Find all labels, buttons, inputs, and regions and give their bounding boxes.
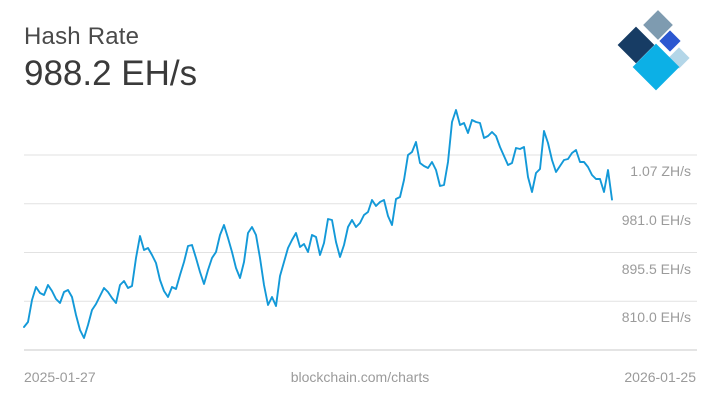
- x-axis-start-date: 2025-01-27: [24, 369, 96, 385]
- logo-cyan-square: [632, 43, 680, 91]
- logo-royal-square: [659, 30, 681, 52]
- y-axis-tick-label: 981.0 EH/s: [621, 212, 691, 228]
- y-axis-tick-label: 1.07 ZH/s: [630, 163, 691, 179]
- logo-navy-square: [617, 26, 655, 64]
- hash-rate-line: [23, 109, 613, 339]
- source-watermark: blockchain.com/charts: [290, 369, 430, 385]
- x-axis-end-date: 2026-01-25: [624, 369, 696, 385]
- chart-title: Hash Rate: [24, 23, 140, 50]
- y-axis-tick-label: 810.0 EH/s: [621, 309, 691, 325]
- blockchain-logo: [617, 10, 690, 91]
- y-axis-tick-label: 895.5 EH/s: [621, 261, 691, 277]
- current-value: 988.2 EH/s: [24, 54, 198, 93]
